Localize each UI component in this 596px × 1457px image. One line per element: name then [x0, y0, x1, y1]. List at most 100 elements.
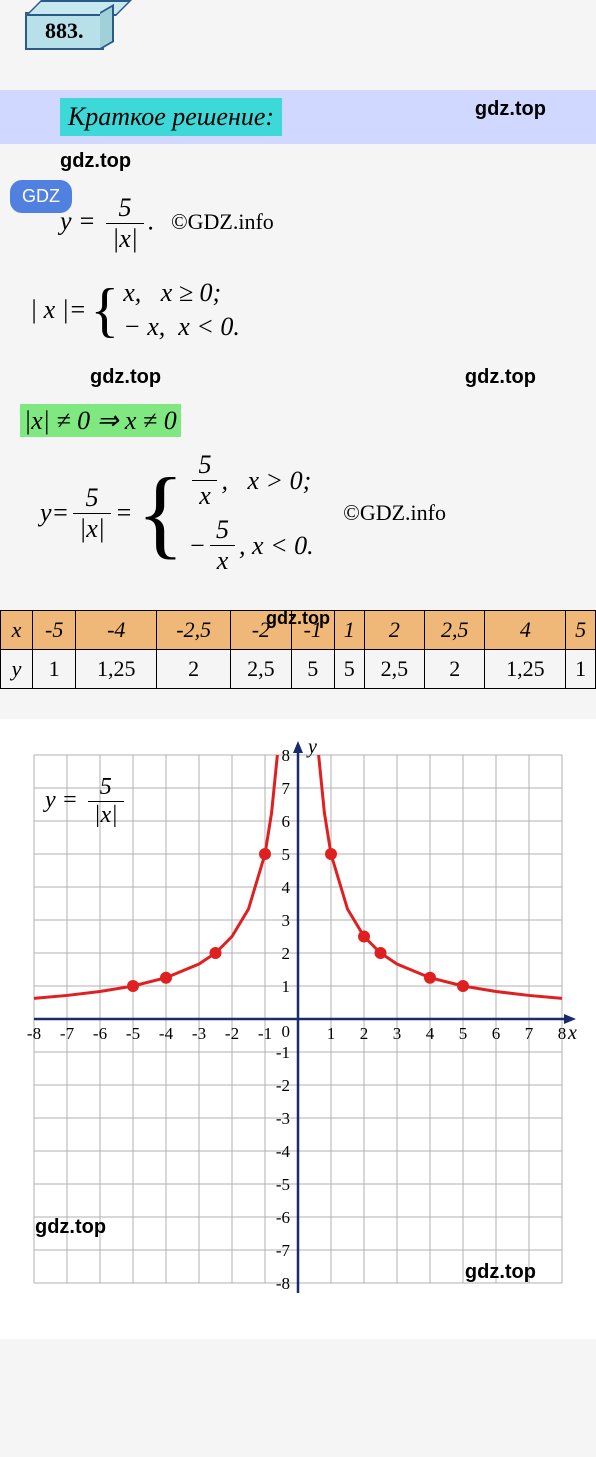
pw-lhs-num: 5 — [73, 483, 111, 514]
chart-gdz-left: gdz.top — [35, 1216, 106, 1239]
svg-text:-2: -2 — [276, 1076, 290, 1095]
table-cell: 1,25 — [76, 650, 157, 689]
table-cell: 1 — [33, 650, 76, 689]
table-cell: 5 — [566, 611, 596, 650]
pw-c2-num: 5 — [210, 515, 235, 546]
constraint-highlighted: |x| ≠ 0 ⇒ x ≠ 0 — [20, 404, 181, 437]
svg-text:-2: -2 — [225, 1024, 239, 1043]
svg-text:8: 8 — [558, 1024, 567, 1043]
svg-text:6: 6 — [282, 812, 291, 831]
table-cell: 1 — [566, 650, 596, 689]
svg-text:4: 4 — [426, 1024, 435, 1043]
svg-text:4: 4 — [282, 878, 291, 897]
pw-c1-frac: 5 x — [192, 450, 217, 511]
frac-num: 5 — [106, 193, 144, 224]
pw-lhs-frac: 5 |x| — [73, 483, 111, 544]
pw-c1-den: x — [192, 481, 217, 511]
svg-text:-7: -7 — [60, 1024, 75, 1043]
full-piecewise: y = 5 |x| = { 5 x , x > 0; − 5 x , x < 0… — [40, 446, 446, 580]
svg-text:-5: -5 — [276, 1175, 290, 1194]
table-cell: -5 — [33, 611, 76, 650]
svg-text:5: 5 — [459, 1024, 468, 1043]
chart-f-num: 5 — [88, 774, 124, 802]
svg-text:-8: -8 — [27, 1024, 41, 1043]
svg-text:-4: -4 — [159, 1024, 174, 1043]
svg-text:-1: -1 — [276, 1043, 290, 1062]
brace-large-icon: { — [136, 483, 184, 543]
pw-c1-cond: x > 0; — [247, 466, 311, 496]
svg-text:6: 6 — [492, 1024, 501, 1043]
table-cell: 2 — [364, 611, 424, 650]
svg-text:2: 2 — [360, 1024, 369, 1043]
pw-lhs-den: |x| — [73, 514, 111, 544]
gdz-top-under-title: gdz.top — [60, 150, 131, 173]
pw-y: y — [40, 498, 52, 528]
chart-formula: y = 5 |x| — [45, 774, 128, 829]
table-y-row: y 1 1,25 2 2,5 5 5 2,5 2 1,25 1 — [1, 650, 596, 689]
chart-f-den: |x| — [88, 802, 124, 829]
abs-lhs: | x | — [30, 295, 69, 325]
main-fraction: 5 |x| — [106, 193, 144, 254]
table-cell: 4 — [485, 611, 566, 650]
svg-text:8: 8 — [282, 746, 291, 765]
problem-number-badge: 883. — [25, 12, 104, 50]
gdz-mid-right: gdz.top — [465, 366, 536, 389]
svg-text:-5: -5 — [126, 1024, 140, 1043]
table-cell: 2,5 — [231, 650, 291, 689]
pw-c2-den: x — [210, 546, 235, 576]
case2-expr: − x, — [123, 312, 165, 341]
svg-text:-8: -8 — [276, 1274, 290, 1293]
case1-cond: x ≥ 0; — [161, 278, 221, 307]
svg-text:-7: -7 — [276, 1241, 291, 1260]
main-equation: y = 5 |x| . ©GDZ.info — [60, 193, 596, 254]
table-cell: 5 — [291, 650, 334, 689]
svg-text:0: 0 — [282, 1022, 291, 1041]
table-overlay: gdz.top — [266, 608, 330, 629]
copyright-2: ©GDZ.info — [343, 500, 446, 526]
pw-c1-num: 5 — [192, 450, 217, 481]
chart-gdz-right: gdz.top — [465, 1261, 536, 1284]
table-cell: 2,5 — [425, 611, 485, 650]
table-cell: 2,5 — [364, 650, 424, 689]
brace-icon: { — [90, 286, 119, 334]
svg-text:1: 1 — [282, 977, 291, 996]
table-cell: -2,5 — [157, 611, 231, 650]
gdz-bubble-blue: GDZ — [10, 180, 72, 213]
svg-text:x: x — [567, 1022, 577, 1044]
copyright: ©GDZ.info — [171, 209, 274, 234]
x-label: x — [1, 611, 33, 650]
svg-text:5: 5 — [282, 845, 291, 864]
svg-text:3: 3 — [282, 911, 291, 930]
svg-text:1: 1 — [327, 1024, 336, 1043]
svg-text:-3: -3 — [192, 1024, 206, 1043]
svg-text:7: 7 — [525, 1024, 534, 1043]
abs-definition: | x | = { x, x ≥ 0; − x, x < 0. — [30, 274, 240, 346]
gdz-mid-left: gdz.top — [90, 366, 161, 389]
table-cell: 5 — [334, 650, 364, 689]
title-band: Краткое решение: gdz.top — [0, 90, 596, 144]
svg-text:-6: -6 — [276, 1208, 290, 1227]
y-label: y — [1, 650, 33, 689]
svg-text:7: 7 — [282, 779, 291, 798]
table-cell: 2 — [425, 650, 485, 689]
svg-text:-4: -4 — [276, 1142, 291, 1161]
svg-text:y: y — [306, 736, 317, 758]
solution-title: Краткое решение: — [60, 98, 282, 136]
svg-text:3: 3 — [393, 1024, 402, 1043]
case1-expr: x, — [123, 278, 141, 307]
svg-text:2: 2 — [282, 944, 291, 963]
frac-den: |x| — [106, 224, 144, 254]
chart-f-lhs: y — [45, 787, 56, 813]
table-cell: 2 — [157, 650, 231, 689]
svg-text:-6: -6 — [93, 1024, 107, 1043]
svg-text:-1: -1 — [258, 1024, 272, 1043]
chart-container: -8 -7 -6 -5 -4 -3 -2 -1 1 2 3 4 5 6 7 8 -8 -7 -6 -5 -4 -3 -2 -1… — [0, 719, 596, 1339]
table-cell: 1,25 — [485, 650, 566, 689]
mid-labels: gdz.top gdz.top — [0, 366, 596, 396]
table-cell: -4 — [76, 611, 157, 650]
table-cell: 1 — [334, 611, 364, 650]
gdz-top-side: gdz.top — [475, 98, 546, 121]
svg-text:-3: -3 — [276, 1109, 290, 1128]
pw-c2-cond: x < 0. — [252, 531, 314, 561]
pw-c2-prefix: − — [188, 531, 206, 561]
